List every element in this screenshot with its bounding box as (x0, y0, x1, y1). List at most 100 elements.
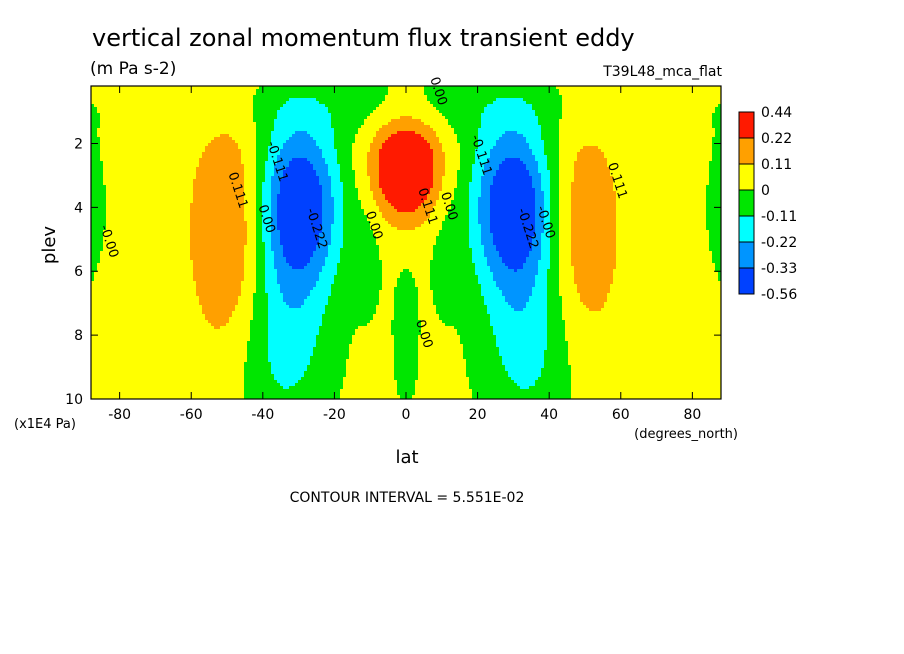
field-cell (436, 200, 451, 203)
field-cell (355, 137, 373, 140)
field-cell (271, 176, 283, 179)
field-cell (418, 335, 460, 338)
field-cell (283, 248, 316, 251)
field-cell (547, 164, 559, 167)
field-cell (283, 254, 313, 257)
field-cell (601, 149, 712, 152)
field-cell (544, 152, 559, 155)
field-cell (310, 134, 334, 137)
field-cell (322, 269, 337, 272)
field-cell (571, 383, 721, 386)
field-cell (274, 173, 283, 176)
field-cell (487, 257, 502, 260)
field-cell (244, 368, 271, 371)
field-cell (355, 140, 373, 143)
field-cell (340, 170, 355, 173)
field-cell (526, 167, 538, 170)
field-cell (313, 347, 349, 350)
field-cell (262, 212, 271, 215)
field-cell (352, 149, 370, 152)
field-cell (388, 221, 424, 224)
field-cell (322, 218, 334, 221)
field-cell (481, 191, 490, 194)
field-cell (433, 296, 484, 299)
field-cell (256, 203, 262, 206)
field-cell (571, 194, 616, 197)
field-cell (712, 251, 721, 254)
field-cell (430, 260, 472, 263)
field-cell (568, 350, 721, 353)
field-cell (559, 149, 580, 152)
field-cell (196, 284, 241, 287)
field-cell (238, 146, 256, 149)
field-cell (394, 371, 418, 374)
field-cell (343, 233, 373, 236)
legend-swatch (738, 137, 755, 165)
field-cell (271, 131, 295, 134)
field-cell (196, 293, 241, 296)
field-cell (277, 209, 322, 212)
field-cell (613, 272, 718, 275)
field-cell (520, 158, 535, 161)
field-cell (277, 197, 322, 200)
field-cell (202, 311, 232, 314)
field-cell (490, 230, 535, 233)
field-cell (190, 254, 244, 257)
field-cell (97, 107, 253, 110)
field-cell (706, 224, 721, 227)
field-cell (262, 224, 271, 227)
field-cell (481, 227, 490, 230)
field-cell (529, 386, 571, 389)
field-cell (394, 302, 418, 305)
field-cell (310, 359, 346, 362)
field-cell (334, 218, 343, 221)
field-cell (439, 194, 454, 197)
field-cell (547, 308, 562, 311)
field-cell (397, 284, 415, 287)
field-cell (604, 305, 721, 308)
field-cell (508, 374, 541, 377)
field-cell (340, 392, 397, 395)
field-cell (706, 197, 721, 200)
field-cell (100, 125, 256, 128)
field-cell (382, 287, 394, 290)
field-cell (274, 128, 334, 131)
field-cell (544, 206, 550, 209)
field-cell (256, 242, 265, 245)
field-cell (610, 287, 721, 290)
field-cell (559, 287, 577, 290)
field-cell (343, 203, 361, 206)
field-cell (241, 281, 256, 284)
field-cell (433, 164, 445, 167)
field-cell (199, 164, 244, 167)
field-cell (499, 167, 526, 170)
field-cell (445, 170, 457, 173)
field-cell (559, 275, 574, 278)
field-cell (502, 293, 532, 296)
field-cell (568, 359, 721, 362)
field-cell (355, 182, 370, 185)
field-cell (547, 281, 559, 284)
field-cell (550, 239, 559, 242)
field-cell (544, 350, 568, 353)
field-cell (415, 209, 433, 212)
field-cell (397, 389, 415, 392)
field-cell (571, 215, 616, 218)
field-cell (277, 380, 298, 383)
field-cell (547, 320, 565, 323)
field-cell (340, 257, 379, 260)
field-cell (427, 197, 439, 200)
field-cell (91, 263, 97, 266)
field-cell (373, 197, 385, 200)
field-cell (91, 323, 211, 326)
field-cell (190, 245, 244, 248)
field-cell (571, 254, 616, 257)
field-cell (478, 200, 490, 203)
field-cell (559, 125, 712, 128)
field-cell (379, 173, 433, 176)
field-cell (100, 137, 214, 140)
field-cell (343, 386, 397, 389)
field-cell (271, 230, 280, 233)
field-cell (547, 161, 559, 164)
field-cell (307, 131, 334, 134)
